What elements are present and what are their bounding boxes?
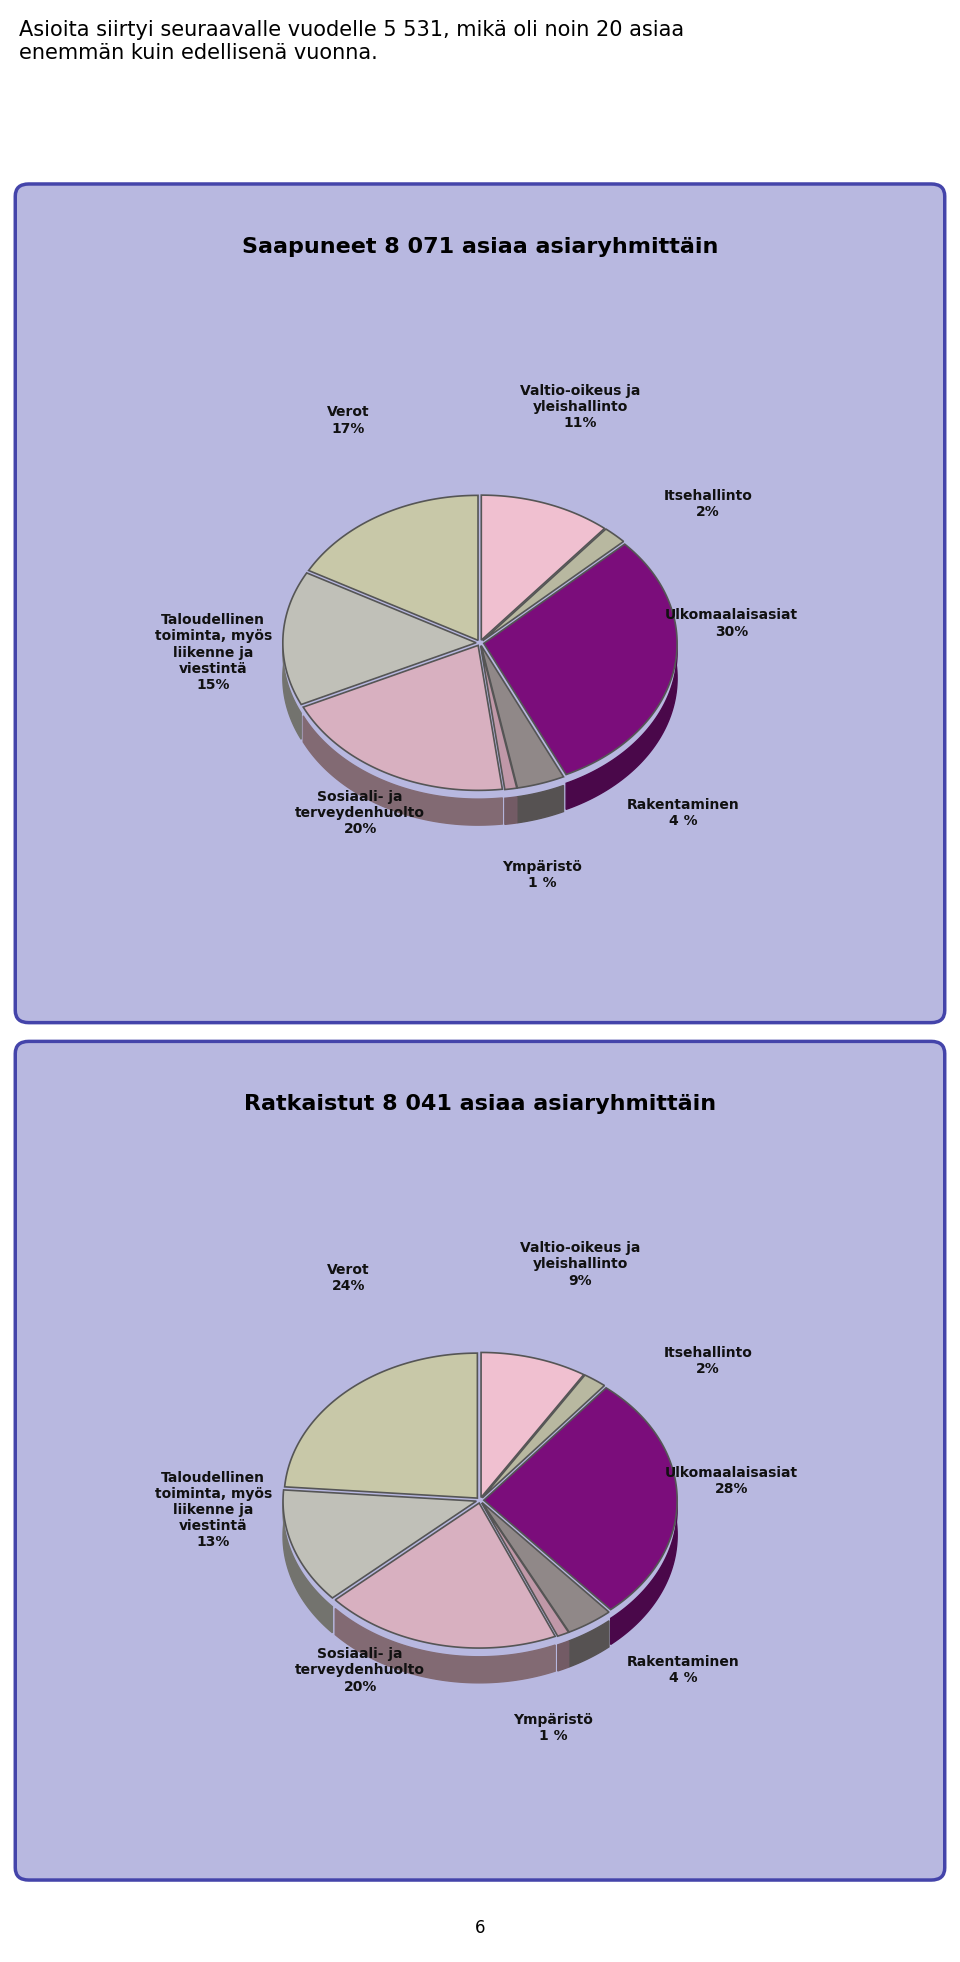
Text: Itsehallinto
2%: Itsehallinto 2% (663, 1346, 753, 1375)
Polygon shape (482, 1503, 568, 1636)
Text: Asioita siirtyi seuraavalle vuodelle 5 531, mikä oli noin 20 asiaa
enemmän kuin : Asioita siirtyi seuraavalle vuodelle 5 5… (19, 20, 684, 63)
Polygon shape (505, 797, 516, 824)
Polygon shape (482, 1375, 605, 1497)
Polygon shape (303, 716, 502, 826)
Text: Ulkomaalaisasiat
28%: Ulkomaalaisasiat 28% (664, 1466, 798, 1495)
Text: Ulkomaalaisasiat
30%: Ulkomaalaisasiat 30% (664, 608, 798, 638)
Polygon shape (484, 1387, 677, 1609)
Polygon shape (606, 1397, 677, 1644)
Polygon shape (517, 785, 564, 822)
Polygon shape (481, 1352, 584, 1497)
Polygon shape (283, 1499, 332, 1632)
Text: Valtio-oikeus ja
yleishallinto
9%: Valtio-oikeus ja yleishallinto 9% (520, 1242, 640, 1287)
Text: Verot
24%: Verot 24% (327, 1264, 370, 1293)
Polygon shape (303, 645, 502, 791)
Text: Rakentaminen
4 %: Rakentaminen 4 % (627, 799, 739, 828)
Polygon shape (569, 1621, 609, 1668)
Polygon shape (285, 1354, 477, 1499)
Text: Verot
17%: Verot 17% (327, 406, 370, 436)
Text: Rakentaminen
4 %: Rakentaminen 4 % (627, 1656, 739, 1685)
Text: 6: 6 (475, 1919, 485, 1936)
Polygon shape (283, 573, 476, 704)
Polygon shape (482, 1503, 609, 1632)
Text: Valtio-oikeus ja
yleishallinto
11%: Valtio-oikeus ja yleishallinto 11% (520, 385, 640, 430)
Text: Itsehallinto
2%: Itsehallinto 2% (663, 489, 753, 518)
Polygon shape (483, 530, 624, 642)
Polygon shape (566, 553, 677, 810)
Polygon shape (283, 1489, 476, 1597)
Text: Ympäristö
1 %: Ympäristö 1 % (514, 1713, 593, 1744)
Text: Taloudellinen
toiminta, myös
liikenne ja
viestintä
15%: Taloudellinen toiminta, myös liikenne ja… (155, 612, 272, 693)
Polygon shape (308, 494, 478, 640)
Polygon shape (481, 494, 605, 640)
Text: Sosiaali- ja
terveydenhuolto
20%: Sosiaali- ja terveydenhuolto 20% (295, 1648, 425, 1693)
Polygon shape (335, 1503, 555, 1648)
FancyBboxPatch shape (15, 1042, 945, 1880)
Polygon shape (481, 645, 516, 789)
Polygon shape (283, 581, 307, 740)
Text: Saapuneet 8 071 asiaa asiaryhmittäin: Saapuneet 8 071 asiaa asiaryhmittäin (242, 237, 718, 257)
Text: Sosiaali- ja
terveydenhuolto
20%: Sosiaali- ja terveydenhuolto 20% (295, 791, 425, 836)
Text: Taloudellinen
toiminta, myös
liikenne ja
viestintä
13%: Taloudellinen toiminta, myös liikenne ja… (155, 1470, 272, 1550)
Polygon shape (335, 1609, 555, 1683)
Polygon shape (558, 1640, 568, 1672)
FancyBboxPatch shape (15, 184, 945, 1022)
Polygon shape (484, 543, 677, 775)
Text: Ympäristö
1 %: Ympäristö 1 % (502, 859, 582, 891)
Polygon shape (481, 645, 564, 789)
Text: Ratkaistut 8 041 asiaa asiaryhmittäin: Ratkaistut 8 041 asiaa asiaryhmittäin (244, 1095, 716, 1114)
